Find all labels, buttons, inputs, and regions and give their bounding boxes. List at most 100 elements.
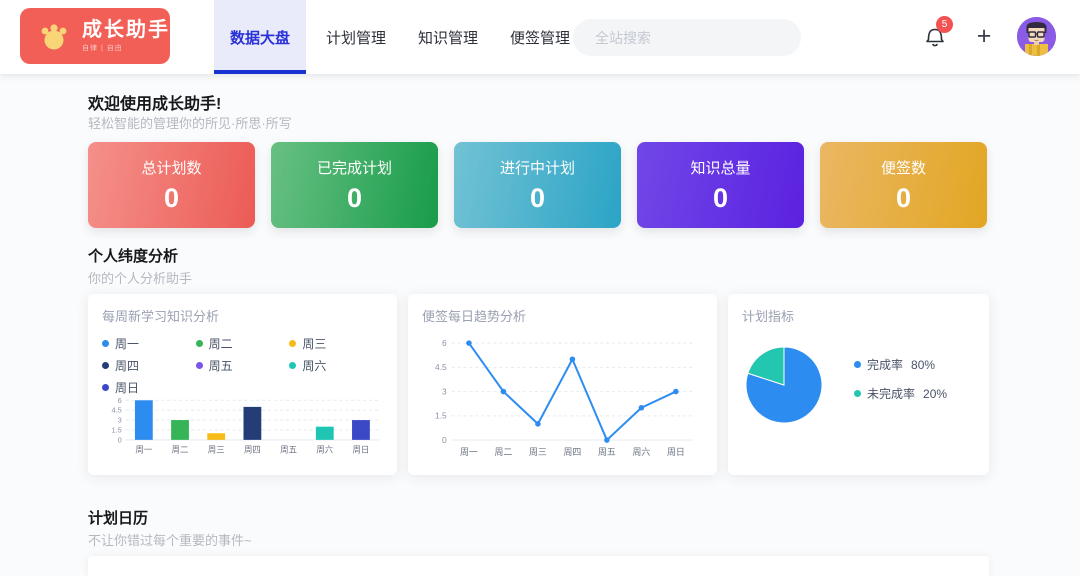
search-input[interactable] [573,19,801,56]
svg-text:1.5: 1.5 [435,411,447,421]
svg-text:4.5: 4.5 [435,362,447,372]
add-button[interactable]: + [976,21,992,50]
svg-text:3: 3 [442,386,447,396]
tab-note-management[interactable]: 便签管理 [510,29,571,47]
line-chart-title: 便签每日趋势分析 [422,309,527,324]
legend-label: 周四 [115,359,140,373]
bell-icon [926,28,944,47]
stat-value: 0 [163,183,180,213]
avatar-image [1017,17,1056,56]
legend-item-6[interactable]: 周六 [289,357,383,374]
stats-row: 总计划数 0 已完成计划 0 进行中计划 0 知识总量 0 便签数 0 [88,142,987,228]
svg-text:周四: 周四 [244,445,261,455]
svg-text:周三: 周三 [529,447,547,457]
tab-knowledge-management[interactable]: 知识管理 [418,29,479,47]
legend-value: 20% [923,386,948,401]
svg-text:周六: 周六 [632,446,650,457]
welcome-title: 欢迎使用成长助手! [88,96,222,113]
pie-chart-legend: 完成率 80% 未完成率 20% [854,356,947,414]
paw-icon [41,24,67,50]
legend-value: 80% [911,357,936,372]
svg-text:周三: 周三 [208,445,225,455]
svg-text:周五: 周五 [598,447,616,457]
bar-chart-legend: 周一 周二 周三周四 周五 周六周日 [102,335,383,396]
legend-label: 周二 [208,337,233,351]
top-header: 成长助手 自律 | 自由 数据大盘 计划管理 知识管理 便签管理 5 + [0,0,1080,74]
svg-text:6: 6 [442,338,447,348]
svg-text:周二: 周二 [172,445,189,455]
stat-label: 进行中计划 [499,160,575,177]
legend-label: 周六 [302,359,327,373]
legend-dot [854,361,861,368]
legend-item-2[interactable]: 周二 [195,335,290,352]
svg-text:6: 6 [118,396,122,405]
stat-value: 0 [346,183,363,213]
pie-chart-title: 计划指标 [742,309,795,324]
svg-text:3: 3 [118,416,122,425]
legend-label: 完成率 [867,358,904,372]
pie-chart [745,346,823,424]
app-logo[interactable]: 成长助手 自律 | 自由 [20,8,170,64]
stat-value: 0 [895,183,912,213]
legend-dot [854,390,861,397]
svg-text:0: 0 [442,435,447,445]
legend-item-1[interactable]: 周一 [102,335,196,352]
legend-item-7[interactable]: 周日 [102,379,196,396]
legend-item-4[interactable]: 周四 [102,357,196,374]
plan-calendar-card [88,556,989,576]
pie-legend-item-2[interactable]: 未完成率 20% [854,385,947,402]
welcome-subtitle: 轻松智能的管理你的所见·所思·所写 [88,116,292,131]
stat-card-completed-plans: 已完成计划 0 [271,142,438,228]
notification-button[interactable]: 5 [924,16,953,52]
tab-data-dashboard[interactable]: 数据大盘 [214,0,307,74]
svg-text:周一: 周一 [135,445,152,455]
svg-text:4.5: 4.5 [111,406,121,415]
legend-dot [289,340,297,347]
legend-dot [102,340,109,347]
line-chart: 0 1.5 3 4.5 6 周一 周二 周三 周四 周五 周六 周日 [435,338,694,457]
stat-label: 知识总量 [690,160,751,177]
pie-legend-item-1[interactable]: 完成率 80% [854,356,947,373]
svg-text:周六: 周六 [316,445,333,455]
stat-card-notes-count: 便签数 0 [820,142,987,228]
svg-text:0: 0 [118,435,122,444]
legend-label: 未完成率 [867,387,916,401]
legend-dot [195,362,203,369]
legend-dot [195,340,203,347]
app-tagline: 自律 | 自由 [82,45,123,52]
legend-label: 周日 [115,381,140,395]
legend-item-5[interactable]: 周五 [195,357,290,374]
notification-badge: 5 [936,16,953,33]
app-title: 成长助手 [82,19,170,41]
svg-text:周五: 周五 [280,445,297,455]
main-nav: 数据大盘 计划管理 知识管理 便签管理 [214,0,590,74]
legend-label: 周三 [302,337,327,351]
stat-value: 0 [529,183,546,213]
svg-text:周四: 周四 [564,447,582,457]
section-subtitle-personal-analysis: 你的个人分析助手 [88,271,193,286]
svg-text:周一: 周一 [460,447,478,457]
section-subtitle-plan-calendar: 不让你错过每个重要的事件~ [88,533,252,548]
legend-label: 周一 [115,337,140,351]
stat-label: 已完成计划 [316,160,392,177]
svg-text:1.5: 1.5 [111,425,121,434]
legend-item-3[interactable]: 周三 [289,335,383,352]
section-title-personal-analysis: 个人纬度分析 [88,248,179,265]
stat-label: 总计划数 [141,160,202,177]
bar-chart-title: 每周新学习知识分析 [102,309,220,324]
daily-notes-line-chart-card: 便签每日趋势分析 0 1.5 3 4.5 6 周一 周二 周三 周四 周五 周六 周日 [408,294,717,475]
svg-text:周二: 周二 [495,447,513,457]
legend-label: 周五 [208,359,233,373]
stat-value: 0 [712,183,729,213]
section-title-plan-calendar: 计划日历 [88,510,149,527]
legend-dot [289,362,297,369]
legend-dot [102,362,109,369]
stat-card-inprogress-plans: 进行中计划 0 [454,142,621,228]
tab-plan-management[interactable]: 计划管理 [326,29,387,47]
svg-text:周日: 周日 [667,447,685,457]
bar-chart: 01.534.56 周一 周二 周三 周四 周五 周六 周日 [111,396,380,455]
user-avatar[interactable] [1017,17,1056,56]
legend-dot [102,384,109,391]
stat-card-knowledge-total: 知识总量 0 [637,142,804,228]
